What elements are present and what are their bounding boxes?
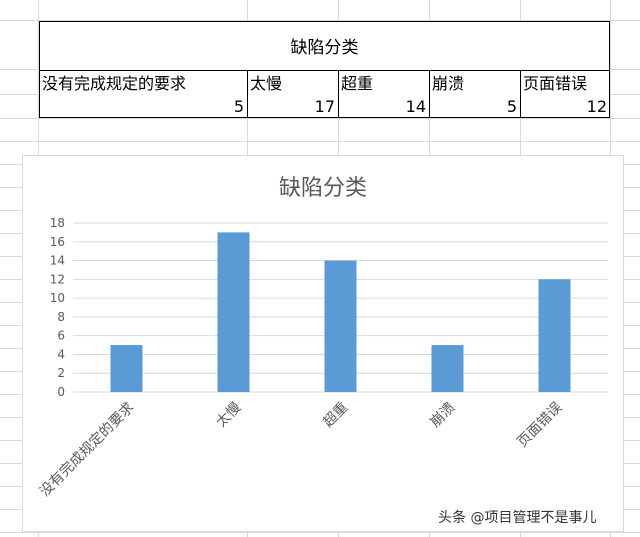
bar [324,260,357,392]
table-border [247,70,248,118]
header-cell[interactable]: 超重 [341,74,374,93]
table-border [338,70,339,118]
table-border [429,70,430,118]
table-border [609,21,610,118]
value-cell[interactable]: 5 [506,96,517,116]
defect-table: 缺陷分类 没有完成规定的要求 太慢 超重 崩溃 页面错误 5 17 14 5 1… [39,21,610,118]
y-tick-label: 18 [50,216,65,230]
y-tick-label: 0 [57,385,65,399]
y-tick-label: 16 [50,235,65,249]
value-cell[interactable]: 5 [233,96,244,116]
bar-chart[interactable]: 缺陷分类 0 2 4 6 8 10 12 14 16 18 没有完成规定的要求 太慢 超重 崩溃 页面错误 [22,155,624,532]
watermark: 头条 @项目管理不是事儿 [438,510,597,526]
x-tick-label: 太慢 [213,399,245,431]
x-tick-label: 没有完成规定的要求 [37,400,137,500]
table-border [39,70,610,71]
x-tick-label: 页面错误 [514,400,565,451]
table-border [39,117,610,118]
y-tick-label: 14 [50,254,65,268]
x-tick-label: 超重 [320,400,351,431]
value-cell[interactable]: 12 [586,96,607,116]
y-tick-label: 12 [50,272,65,286]
chart-title: 缺陷分类 [278,176,367,201]
bar [110,345,143,392]
table-border [39,21,40,118]
table-border [520,70,521,118]
table-border [39,21,610,22]
bar [431,345,464,392]
grid-line [0,141,640,142]
table-title: 缺陷分类 [290,38,359,58]
y-tick-label: 4 [57,347,65,361]
value-cell[interactable]: 17 [314,96,335,116]
header-cell[interactable]: 崩溃 [432,74,465,93]
bar [217,232,250,392]
value-cell[interactable]: 14 [405,96,426,116]
grid-line [0,20,640,21]
x-tick-label: 崩溃 [427,400,458,431]
y-tick-label: 2 [57,366,65,380]
chart-plot: 0 2 4 6 8 10 12 14 16 18 没有完成规定的要求 太慢 超重 崩溃 页面错误 [37,216,608,500]
y-tick-label: 8 [57,310,65,324]
y-tick-label: 10 [50,291,65,305]
bar [538,279,571,392]
header-cell[interactable]: 太慢 [250,74,283,93]
header-cell[interactable]: 页面错误 [523,74,588,93]
grid-line [0,118,640,119]
grid-line [0,532,640,533]
header-cell[interactable]: 没有完成规定的要求 [42,74,187,93]
y-tick-label: 6 [57,329,65,343]
